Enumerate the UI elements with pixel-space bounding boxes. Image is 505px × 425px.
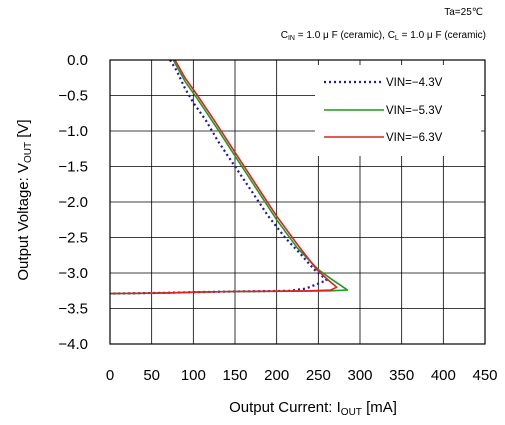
y-tick-label: −1.5 bbox=[58, 159, 88, 176]
temperature-condition: Ta=25℃ bbox=[444, 7, 483, 18]
x-tick-label: 0 bbox=[106, 367, 114, 384]
series-lines bbox=[109, 59, 349, 295]
legend-label-2: VIN=−5.3V bbox=[386, 105, 443, 117]
y-tick-label: −4.0 bbox=[58, 336, 88, 353]
y-axis-label: Output Voltage: VOUT [V] bbox=[15, 119, 34, 280]
series-line-2 bbox=[109, 59, 349, 295]
y-tick-label: −3.5 bbox=[58, 301, 88, 318]
x-tick-label: 300 bbox=[347, 367, 372, 384]
x-tick-label: 350 bbox=[389, 367, 414, 384]
y-tick-label: −2.5 bbox=[58, 230, 88, 247]
y-tick-label: −0.5 bbox=[58, 88, 88, 105]
legend-label-1: VIN=−4.3V bbox=[386, 77, 443, 89]
x-axis-label: Output Current: IOUT [mA] bbox=[229, 399, 397, 418]
y-tick-label: −1.0 bbox=[58, 123, 88, 140]
x-tick-label: 200 bbox=[264, 367, 289, 384]
y-tick-labels: 0.0 −0.5 −1.0 −1.5 −2.0 −2.5 −3.0 −3.5 −4.0 bbox=[58, 52, 88, 353]
y-tick-label: −3.0 bbox=[58, 265, 88, 282]
x-tick-label: 150 bbox=[222, 367, 247, 384]
x-tick-labels: 0 50 100 150 200 250 300 350 400 450 bbox=[106, 367, 498, 384]
series-line-3 bbox=[109, 59, 338, 295]
plot-frame bbox=[109, 59, 486, 345]
x-tick-label: 450 bbox=[472, 367, 497, 384]
y-tick-label: −2.0 bbox=[58, 194, 88, 211]
x-tick-label: 250 bbox=[306, 367, 331, 384]
x-tick-label: 50 bbox=[143, 367, 160, 384]
capacitor-conditions: CIN = 1.0 μ F (ceramic), CL = 1.0 μ F (c… bbox=[281, 30, 486, 42]
legend-label-3: VIN=−6.3V bbox=[386, 132, 443, 144]
series-line-1 bbox=[109, 59, 328, 295]
x-tick-label: 100 bbox=[181, 367, 206, 384]
y-tick-label: 0.0 bbox=[67, 52, 88, 69]
legend: VIN=−4.3V VIN=−5.3V VIN=−6.3V bbox=[315, 65, 481, 156]
x-tick-label: 400 bbox=[431, 367, 456, 384]
